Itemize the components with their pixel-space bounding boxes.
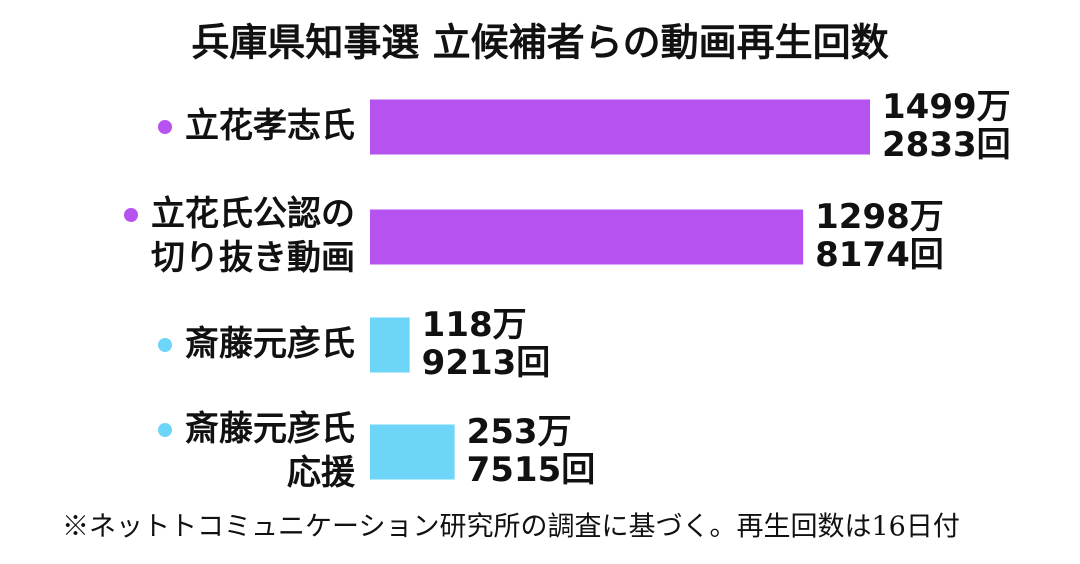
legend-dot	[158, 120, 172, 134]
bar	[370, 209, 804, 265]
footnote: ※ネットトコミュニケーション研究所の調査に基づく。再生回数は16日付	[62, 512, 960, 543]
legend-dot	[158, 338, 172, 352]
category-label: 斎藤元彦氏応援	[185, 409, 356, 493]
category-label: 斎藤元彦氏	[185, 324, 355, 364]
value-label: 118万 9213回	[422, 305, 551, 383]
bar	[370, 424, 455, 480]
value-label: 253万 7515回	[467, 412, 596, 490]
legend-dot	[124, 208, 138, 222]
bar	[370, 99, 870, 155]
category-label: 立花孝志氏	[185, 106, 355, 146]
category-label: 立花氏公認の切り抜き動画	[151, 194, 355, 278]
value-label: 1499万 2833回	[882, 87, 1011, 165]
value-label: 1298万 8174回	[815, 197, 944, 275]
bar	[370, 317, 410, 373]
chart-title: 兵庫県知事選 立候補者らの動画再生回数	[191, 21, 888, 65]
legend-dot	[158, 423, 172, 437]
